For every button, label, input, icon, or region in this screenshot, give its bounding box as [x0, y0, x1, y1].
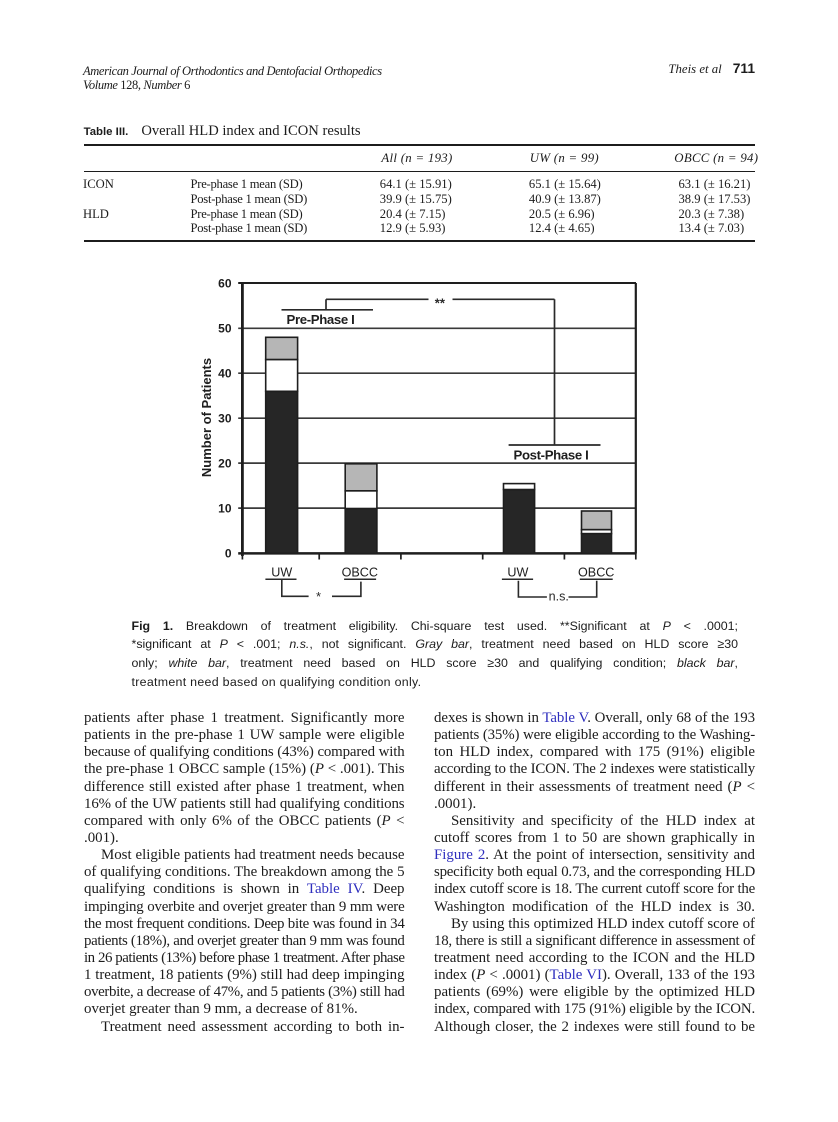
- svg-text:**: **: [435, 296, 446, 311]
- svg-text:20: 20: [218, 456, 232, 470]
- svg-text:0: 0: [225, 546, 232, 560]
- svg-text:50: 50: [218, 321, 232, 335]
- svg-text:40: 40: [218, 366, 232, 380]
- svg-text:Pre-Phase I: Pre-Phase I: [287, 312, 355, 327]
- svg-text:OBCC: OBCC: [342, 565, 378, 579]
- svg-text:*: *: [316, 589, 321, 604]
- svg-text:Post-Phase I: Post-Phase I: [514, 448, 589, 463]
- svg-text:Number of Patients: Number of Patients: [199, 358, 214, 477]
- svg-text:n.s.: n.s.: [549, 589, 569, 603]
- svg-text:UW: UW: [507, 565, 528, 579]
- svg-text:UW: UW: [271, 565, 292, 579]
- svg-text:60: 60: [218, 276, 232, 290]
- svg-text:OBCC: OBCC: [578, 565, 614, 579]
- svg-text:10: 10: [218, 501, 232, 515]
- svg-text:30: 30: [218, 411, 232, 425]
